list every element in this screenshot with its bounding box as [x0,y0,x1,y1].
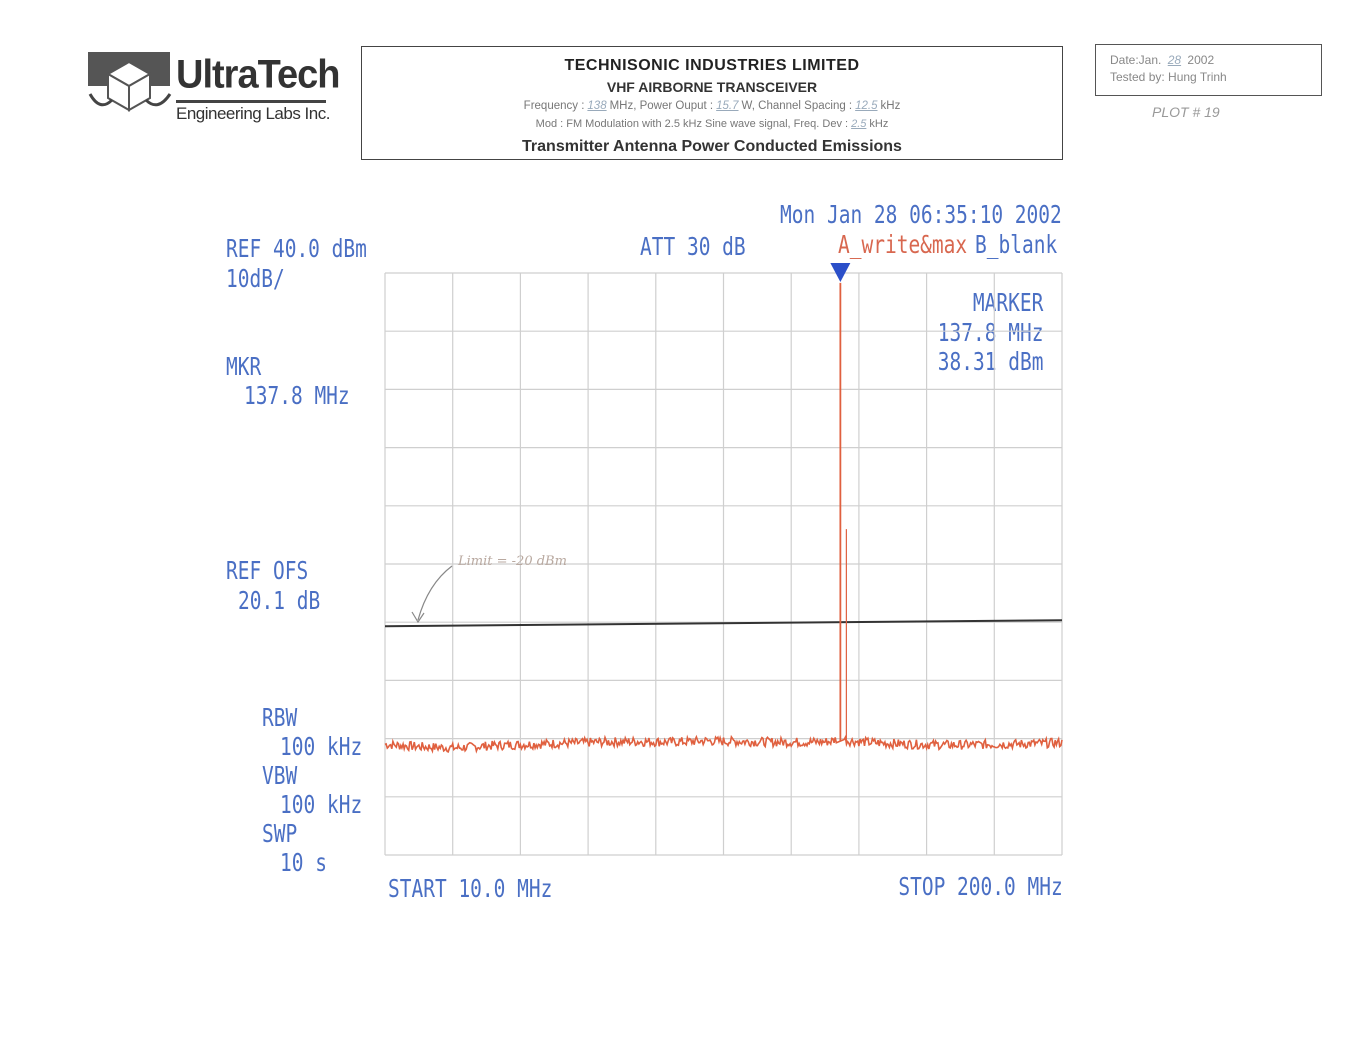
logo-subtitle: Engineering Labs Inc. [176,104,330,123]
marker-frequency: 137.8 MHz [937,318,1043,347]
date-day: 28 [1167,53,1182,67]
date-label: Date:Jan. [1110,53,1162,67]
marker-triangle-icon [830,263,851,282]
spectrum-trace [384,734,1063,754]
ref-level: REF 40.0 dBm [226,234,367,263]
start-frequency: START 10.0 MHz [388,874,553,903]
mkr-frequency: 137.8 MHz [244,381,350,410]
marker-title: MARKER [972,288,1043,317]
frequency-value: 138 [587,100,607,112]
company-logo: UltraTech Engineering Labs Inc. [86,48,346,138]
rbw-value: 100 kHz [280,732,363,761]
date-year: 2002 [1187,53,1215,67]
limit-line [384,619,1063,628]
spacing-unit: kHz [880,100,901,112]
date-line: Date:Jan. 28 2002 [1110,53,1214,67]
vbw-value: 100 kHz [280,790,363,819]
test-title-box: TECHNISONIC INDUSTRIES LIMITED VHF AIRBO… [361,46,1063,160]
cube-logo-icon [88,52,172,112]
timestamp: Mon Jan 28 06:35:10 2002 [780,200,1062,229]
plot-number: PLOT # 19 [1152,104,1220,120]
deviation-value: 2.5 [851,118,867,130]
test-title: Transmitter Antenna Power Conducted Emis… [522,138,902,155]
modulation-line: Mod : FM Modulation with 2.5 kHz Sine wa… [362,118,1062,130]
limit-annotation: Limit = -20 dBm [457,554,567,569]
tested-by: Tested by: Hung Trinh [1110,70,1227,84]
product-name: VHF AIRBORNE TRANSCEIVER [606,79,818,95]
vbw-label: VBW [262,761,298,790]
ref-offset-value: 20.1 dB [238,586,321,615]
logo-rule [176,100,326,103]
modulation-text: Mod : FM Modulation with 2.5 kHz Sine wa… [535,118,849,130]
power-value: 15.7 [716,100,739,112]
attenuation: ATT 30 dB [640,232,746,261]
rbw-label: RBW [262,703,298,732]
stop-frequency: STOP 200.0 MHz [898,872,1063,901]
trace-a-mode: A_write&max [838,230,968,259]
sweep-label: SWP [262,819,298,848]
deviation-unit: kHz [869,118,889,130]
frequency-line: Frequency :138 MHz, Power Ouput :15.7 W, C… [362,100,1062,112]
trace-b-mode: B_blank [975,230,1058,259]
ref-offset-label: REF OFS [226,556,309,585]
scale-per-div: 10dB/ [226,264,285,293]
spacing-value: 12.5 [855,100,878,112]
sweep-value: 10 s [280,848,327,877]
frequency-unit: MHz, Power Ouput : [609,100,714,112]
test-info-box: Date:Jan. 28 2002 Tested by: Hung Trinh [1095,44,1322,96]
mkr-label: MKR [226,352,262,381]
power-unit: W, Channel Spacing : [741,100,853,112]
limit-annotation-arrow [417,565,453,621]
marker-level: 38.31 dBm [937,347,1043,376]
logo-name: UltraTech [176,52,340,98]
frequency-label: Frequency : [523,100,585,112]
limit-annotation-arrowhead [411,611,425,624]
company-name: TECHNISONIC INDUSTRIES LIMITED [564,57,860,74]
